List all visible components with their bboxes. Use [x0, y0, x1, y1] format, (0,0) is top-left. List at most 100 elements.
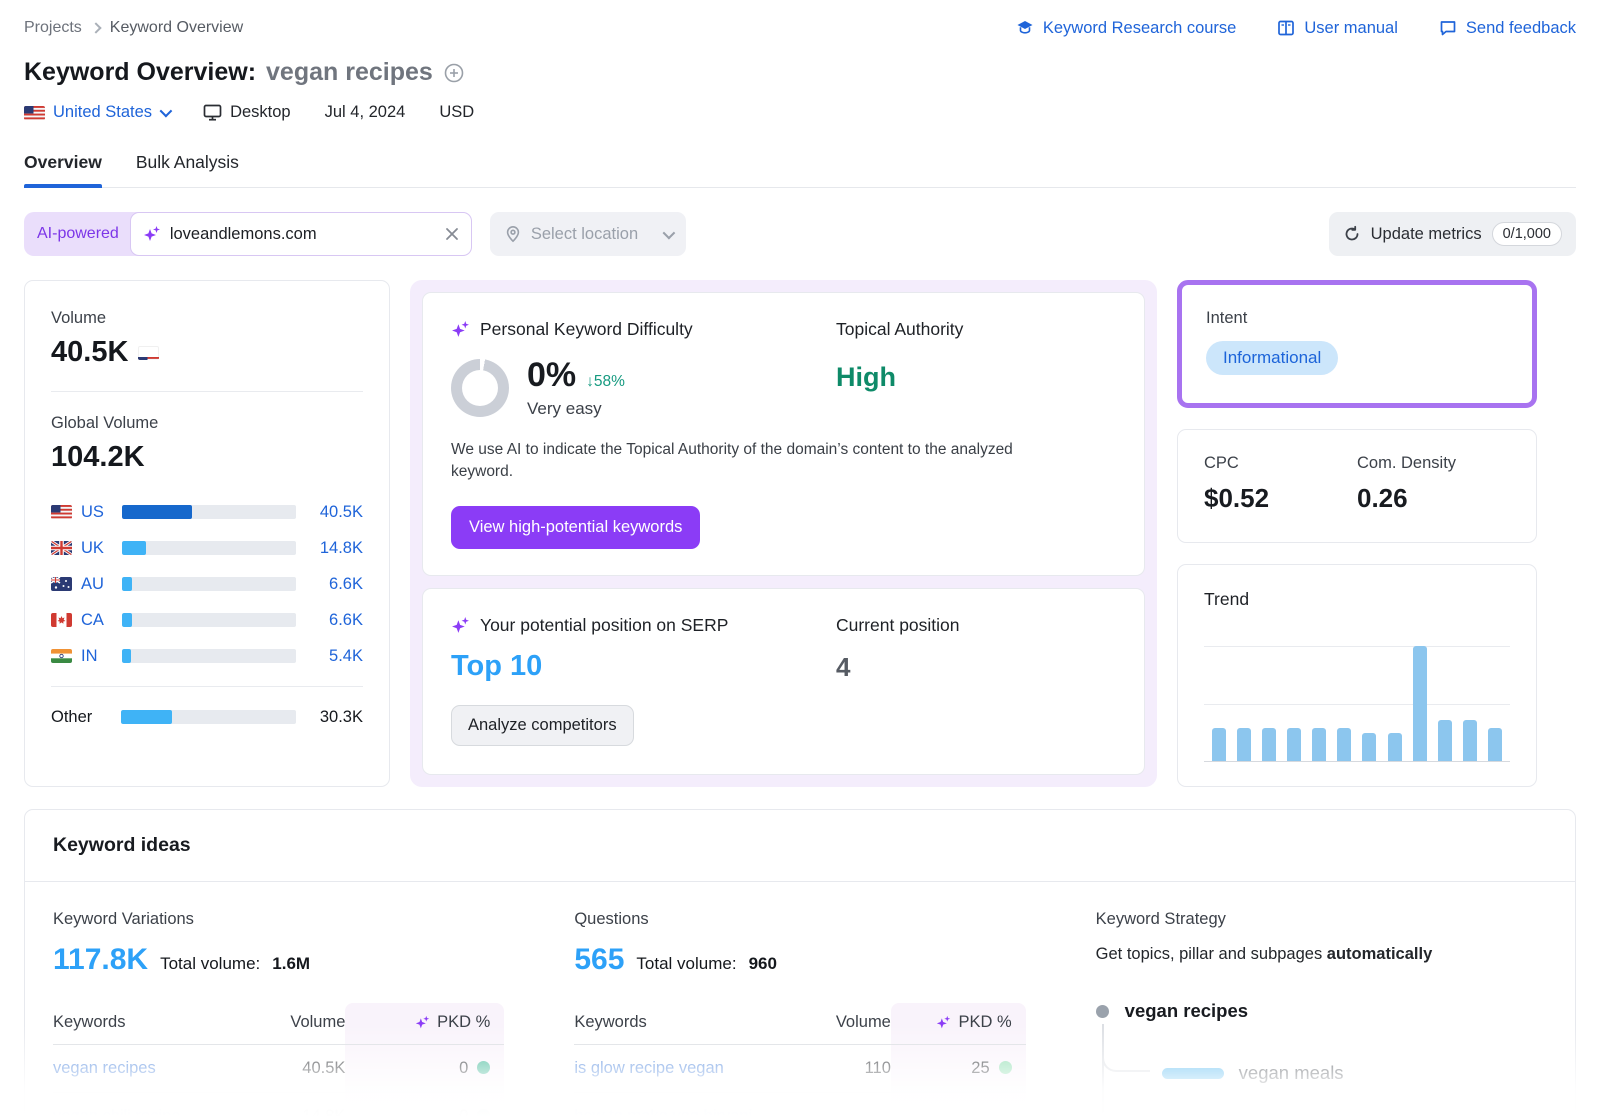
trend-bar [1362, 733, 1377, 761]
chevron-right-icon [90, 22, 102, 34]
country-link-in[interactable]: IN [81, 646, 98, 665]
pkd-gauge [451, 358, 509, 417]
keyword-search-box[interactable] [129, 212, 472, 256]
trend-bar [1437, 719, 1452, 761]
course-link-label: Keyword Research course [1042, 18, 1237, 37]
keyword-link[interactable]: vegan chili recipe [53, 1092, 258, 1117]
pkd-cell: 0 [345, 1044, 505, 1093]
country-link-us[interactable]: US [81, 502, 104, 521]
trend-bars [1212, 646, 1502, 761]
trend-bar [1387, 733, 1402, 761]
country-bar [122, 577, 296, 591]
pkd-dot [477, 1061, 491, 1074]
pkd-difficulty-label: Very easy [527, 399, 602, 418]
ai-sparkle-icon [451, 320, 470, 339]
country-volume-value: 14.8K [319, 538, 363, 557]
user-manual-link[interactable]: User manual [1276, 18, 1398, 38]
gridline [1204, 704, 1510, 705]
in-flag-icon [51, 649, 72, 663]
keyword-link[interactable]: is glow recipe vegan [574, 1044, 817, 1093]
device-label: Desktop [230, 103, 291, 121]
location-placeholder: Select location [530, 224, 639, 243]
intent-card: Intent Informational [1177, 280, 1537, 408]
cpc-card: CPC $0.52 Com. Density 0.26 [1177, 429, 1537, 543]
update-quota-badge: 0/1,000 [1491, 222, 1562, 246]
country-selector-label: United States [53, 103, 153, 121]
view-high-potential-keywords-button[interactable]: View high-potential keywords [451, 505, 701, 549]
analyze-competitors-button[interactable]: Analyze competitors [451, 704, 634, 746]
country-bar [122, 505, 296, 519]
country-volume-value: 5.4K [329, 646, 363, 665]
keyword-link[interactable]: vegan recipes [53, 1044, 258, 1093]
volume-title: Volume [51, 309, 107, 327]
country-link-uk[interactable]: UK [81, 538, 104, 557]
trend-bar [1262, 727, 1277, 761]
volume-cell: 110 [816, 1044, 891, 1093]
clear-search-icon[interactable] [445, 227, 459, 241]
keyword-ideas-title: Keyword ideas [25, 810, 1575, 882]
ca-flag-icon [51, 613, 72, 627]
current-position-value: 4 [835, 651, 851, 682]
trend-bar [1487, 727, 1502, 761]
chevron-down-icon [159, 104, 173, 118]
currency-indicator: USD [439, 103, 474, 122]
country-bar [122, 649, 296, 663]
column-header-keywords: Keywords [574, 1003, 817, 1045]
search-input[interactable] [169, 224, 436, 244]
country-bar [122, 613, 296, 627]
variations-total-label: Total volume: [160, 954, 261, 973]
pkd-dot [998, 1061, 1012, 1074]
keyword-ideas-card: Keyword ideas Keyword Variations 117.8K … [24, 809, 1576, 1117]
column-header-volume: Volume [257, 1003, 346, 1045]
trend-bar [1462, 719, 1477, 761]
country-link-au[interactable]: AU [81, 574, 104, 593]
refresh-icon [1343, 225, 1361, 243]
course-icon [1015, 18, 1035, 38]
tree-node-icon [1095, 1004, 1109, 1018]
keyword-strategy-label: Keyword Strategy [1095, 910, 1226, 928]
column-header-keywords: Keywords [53, 1003, 258, 1045]
global-volume-value: 104.2K [51, 441, 145, 473]
volume-card: Volume 40.5K Global Volume 104.2K US 40.… [24, 280, 390, 787]
questions-total-label: Total volume: [636, 954, 737, 973]
ai-insights-panel: Personal Keyword Difficulty 0% ↓58% Very… [410, 280, 1157, 787]
trend-card: Trend [1177, 564, 1537, 787]
location-select[interactable]: Select location [489, 212, 686, 256]
column-header-pkd: PKD % [345, 1003, 505, 1045]
keyword-variations-section: Keyword Variations 117.8K Total volume: … [53, 910, 505, 1117]
country-volume-row: CA 6.6K [51, 602, 363, 638]
other-volume-row: Other 30.3K [51, 699, 363, 735]
update-metrics-button[interactable]: Update metrics 0/1,000 [1328, 212, 1576, 256]
pkd-dot [477, 1109, 491, 1117]
meta-row: United States Desktop Jul 4, 2024 USD [24, 103, 1576, 122]
ai-sparkle-icon [415, 1015, 430, 1030]
com-density-value: 0.26 [1357, 483, 1408, 513]
intent-badge: Informational [1206, 341, 1339, 375]
strategy-tree: vegan recipes vegan meals vegan recipes … [1095, 1000, 1547, 1117]
keyword-research-course-link[interactable]: Keyword Research course [1015, 18, 1237, 38]
country-volume-row: AU 6.6K [51, 566, 363, 602]
table-row: how to make veg biryani [574, 1092, 1026, 1117]
send-feedback-link[interactable]: Send feedback [1438, 18, 1576, 38]
tab-overview[interactable]: Overview [24, 152, 102, 188]
tab-bulk-analysis[interactable]: Bulk Analysis [135, 152, 239, 172]
breadcrumb-projects[interactable]: Projects [24, 19, 82, 36]
strategy-root-label: vegan recipes [1124, 1000, 1249, 1021]
controls-row: AI-powered Select location Update [24, 212, 1576, 256]
metrics-cards-row: Volume 40.5K Global Volume 104.2K US 40.… [24, 280, 1576, 787]
device-indicator: Desktop [203, 103, 291, 122]
trend-chart [1204, 632, 1510, 762]
add-keyword-icon[interactable] [443, 62, 465, 84]
variations-total-value: 1.6M [272, 954, 311, 973]
other-volume-value: 30.3K [319, 707, 363, 726]
country-selector[interactable]: United States [24, 103, 173, 122]
keyword-link[interactable]: how to make veg biryani [574, 1092, 817, 1117]
feedback-link-label: Send feedback [1465, 18, 1576, 37]
country-link-ca[interactable]: CA [81, 610, 104, 629]
pkd-cell: 25 [890, 1044, 1026, 1093]
country-bar [121, 710, 296, 724]
right-column: Intent Informational CPC $0.52 Com. Dens… [1177, 280, 1537, 787]
questions-count: 565 [574, 943, 625, 976]
desktop-icon [203, 104, 222, 121]
